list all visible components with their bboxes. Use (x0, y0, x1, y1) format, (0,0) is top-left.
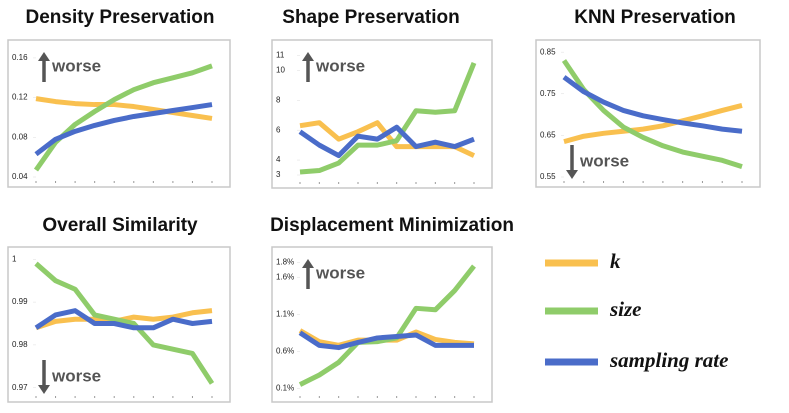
plot-frame (7, 246, 231, 403)
series-line (34, 102, 213, 157)
annotation: worse (51, 56, 101, 75)
series-line (35, 96, 213, 121)
y-tick-label: 0.04 (12, 172, 28, 181)
series-line (34, 261, 215, 385)
series-line (562, 75, 743, 134)
y-tick-label: 0.1% (276, 383, 294, 392)
legend-label: k (610, 249, 621, 273)
series-line (298, 264, 476, 387)
annotation-arrow-head (566, 170, 578, 179)
y-tick-label: 0.99 (12, 297, 28, 306)
annotation: worse (579, 151, 629, 170)
y-tick-label: 0.12 (12, 93, 28, 102)
plot-frame (535, 39, 761, 188)
y-tick-label: 0.85 (540, 47, 556, 56)
annotation-arrow-head (38, 52, 50, 61)
y-tick-label: 0.75 (540, 89, 556, 98)
series-line (299, 62, 477, 175)
chart-title: Overall Similarity (42, 215, 198, 236)
annotation-arrow-head (38, 385, 50, 394)
y-tick-label: 6 (276, 125, 281, 134)
chart-title: Density Preservation (25, 7, 214, 28)
legend-label: sampling rate (609, 348, 728, 372)
series-line (298, 124, 475, 159)
chart-title: KNN Preservation (574, 7, 736, 28)
y-tick-label: 4 (276, 155, 281, 164)
y-tick-label: 0.65 (540, 130, 556, 139)
plot-frame (7, 39, 231, 188)
y-tick-label: 10 (276, 66, 285, 75)
y-tick-label: 1 (12, 254, 17, 263)
y-tick-label: 0.55 (540, 172, 556, 181)
series-line (561, 59, 743, 169)
y-tick-label: 8 (276, 95, 281, 104)
plot-frame (271, 39, 493, 189)
series-line (34, 308, 213, 331)
y-tick-label: 1.6% (276, 272, 294, 281)
annotation-arrow-head (302, 259, 314, 268)
y-tick-label: 0.16 (12, 53, 28, 62)
series-line (298, 330, 474, 351)
series-line (563, 103, 743, 145)
annotation: worse (315, 263, 365, 282)
y-tick-label: 1.8% (276, 258, 294, 267)
chart-title: Shape Preservation (282, 7, 459, 28)
legend-label: size (609, 297, 642, 321)
y-tick-label: 0.6% (276, 346, 294, 355)
y-tick-label: 3 (276, 170, 281, 179)
y-tick-label: 0.08 (12, 132, 28, 141)
annotation-arrow-head (302, 52, 314, 61)
y-tick-label: 1.1% (276, 309, 294, 318)
annotation: worse (315, 56, 365, 75)
y-tick-label: 0.97 (12, 383, 28, 392)
y-tick-label: 11 (276, 51, 285, 60)
y-tick-label: 0.98 (12, 340, 28, 349)
chart-title: Displacement Minimization (270, 215, 514, 236)
annotation: worse (51, 366, 101, 385)
plot-frame (271, 246, 493, 403)
